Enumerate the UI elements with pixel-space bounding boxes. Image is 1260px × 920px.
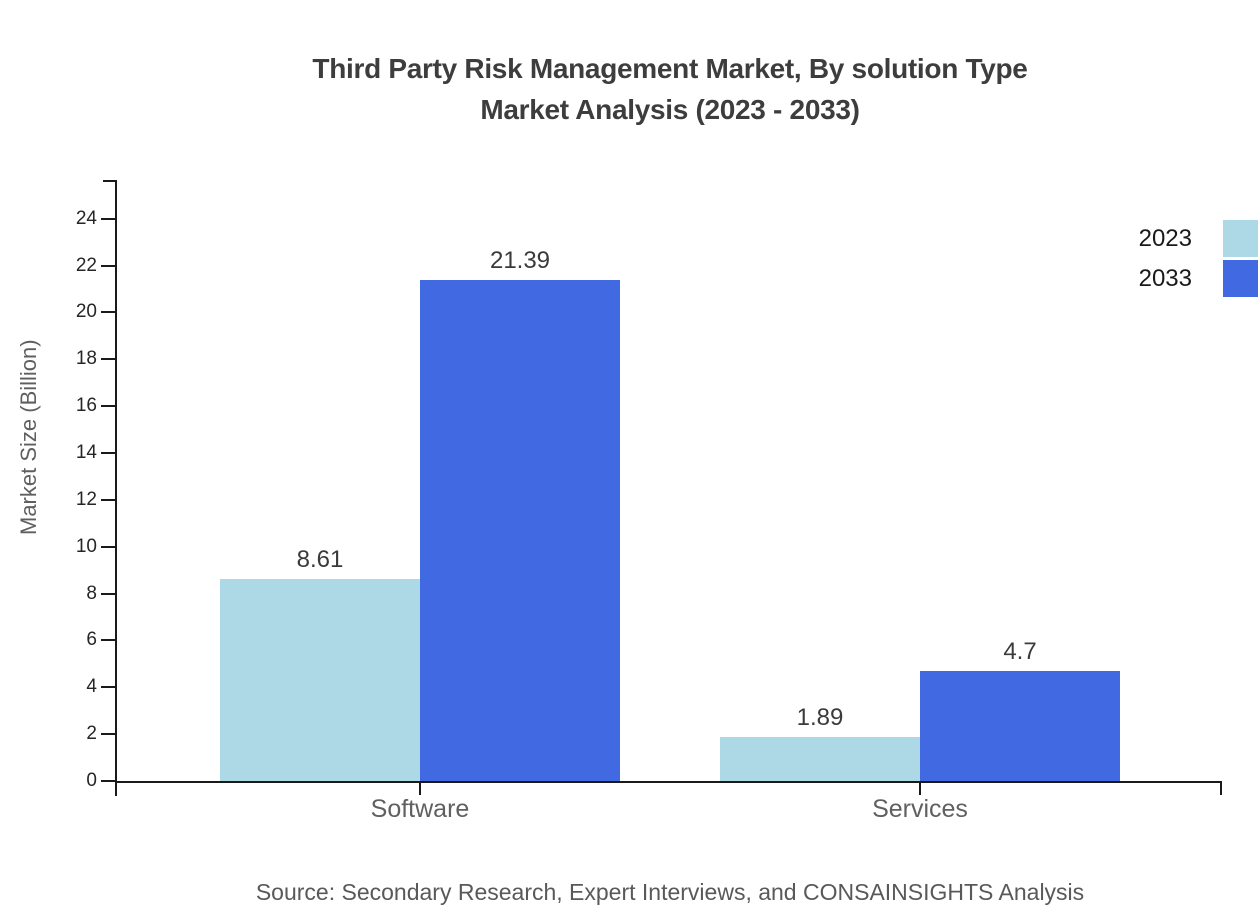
bar-value-2023-services: 1.89 <box>796 703 844 731</box>
y-tick-8 <box>101 592 117 595</box>
chart-title: Third Party Risk Management Market, By s… <box>80 48 1260 130</box>
bar-value-2033-software: 21.39 <box>489 246 551 274</box>
y-tick-label-10: 10 <box>75 535 97 557</box>
legend-swatch-2023 <box>1223 220 1258 257</box>
y-tick-label-18: 18 <box>75 348 97 370</box>
y-tick-0 <box>101 780 117 782</box>
y-tick-label-14: 14 <box>75 441 97 463</box>
y-tick-label-6: 6 <box>86 629 97 651</box>
legend-label-2033: 2033 <box>1138 264 1192 292</box>
bar-2033-services <box>920 670 1120 781</box>
y-tick-2 <box>101 733 117 736</box>
y-axis-top-cap <box>103 180 115 182</box>
legend: 2023 2033 <box>1139 220 1258 297</box>
y-tick-10 <box>101 545 117 548</box>
legend-item-2033: 2033 <box>1139 260 1258 297</box>
y-tick-label-24: 24 <box>75 207 97 229</box>
y-tick-label-16: 16 <box>75 395 97 417</box>
y-tick-label-12: 12 <box>75 488 97 510</box>
y-tick-label-0: 0 <box>86 770 97 791</box>
x-tick-services <box>919 781 921 795</box>
x-tick-software <box>419 781 421 795</box>
y-tick-14 <box>101 451 117 454</box>
plot-area: 0 2 4 6 8 10 12 14 16 18 20 22 24 8.61 1.89 21.39 4.7 Sof… <box>76 180 1222 823</box>
y-axis-line <box>115 180 117 796</box>
bar-2023-services <box>720 736 920 781</box>
y-tick-24 <box>101 217 117 220</box>
chart-title-line1: Third Party Risk Management Market, By s… <box>312 53 1028 84</box>
legend-label-2023: 2023 <box>1138 224 1192 252</box>
x-axis-end-tick <box>1220 781 1222 795</box>
y-tick-label-8: 8 <box>86 582 97 604</box>
y-tick-16 <box>101 405 117 408</box>
y-tick-20 <box>101 311 117 314</box>
legend-item-2023: 2023 <box>1139 220 1258 257</box>
chart-title-line2: Market Analysis (2023 - 2033) <box>480 94 860 125</box>
bar-value-2023-software: 8.61 <box>296 546 344 574</box>
y-tick-12 <box>101 498 117 501</box>
bar-2033-software <box>420 279 620 781</box>
y-tick-label-22: 22 <box>75 254 97 276</box>
bar-value-2033-services: 4.7 <box>1003 637 1037 665</box>
bar-2023-software <box>220 579 420 781</box>
x-axis-line <box>115 781 1222 783</box>
y-tick-4 <box>101 686 117 689</box>
y-tick-label-20: 20 <box>75 301 97 323</box>
legend-swatch-2033 <box>1223 260 1258 297</box>
x-category-label-services: Services <box>872 795 968 823</box>
y-tick-label-4: 4 <box>86 676 97 698</box>
y-tick-label-2: 2 <box>86 723 97 745</box>
source-note: Source: Secondary Research, Expert Inter… <box>255 879 1085 905</box>
y-tick-18 <box>101 358 117 361</box>
y-tick-22 <box>101 264 117 267</box>
x-category-label-software: Software <box>370 795 470 823</box>
y-tick-6 <box>101 639 117 642</box>
